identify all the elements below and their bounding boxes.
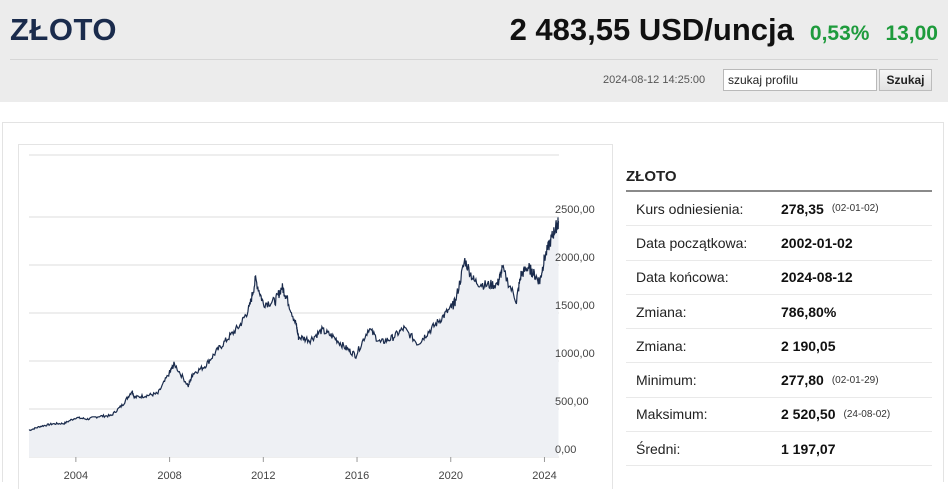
y-tick-label: 2000,00 <box>555 252 595 264</box>
info-label: Średni: <box>636 440 681 457</box>
info-value: 2002-01-02 <box>781 234 853 251</box>
current-price: 2 483,55 USD/uncja <box>509 12 794 47</box>
info-label: Data początkowa: <box>636 234 748 251</box>
info-row: Data początkowa: 2002-01-02 <box>626 226 932 261</box>
info-row: Data końcowa: 2024-08-12 <box>626 261 932 295</box>
info-date: (02-01-29) <box>831 374 879 386</box>
info-row: Kurs odniesienia: 278,35 (02-01-02) <box>626 192 932 227</box>
x-tick-label: 2024 <box>532 470 556 482</box>
info-value: 278,35 <box>781 200 824 217</box>
info-label: Minimum: <box>636 372 697 389</box>
y-tick-label: 0,00 <box>555 444 576 456</box>
info-value: 2 190,05 <box>781 337 836 354</box>
change-percent: 0,53% <box>809 22 870 45</box>
change-value: 13,00 <box>885 22 938 45</box>
search-input[interactable] <box>723 69 877 91</box>
y-tick-label: 500,00 <box>555 396 589 408</box>
info-label: Zmiana: <box>636 303 687 320</box>
y-tick-label: 1000,00 <box>555 348 595 360</box>
info-panel: ZŁOTO Kurs odniesienia: 278,35 (02-01-02… <box>626 165 932 467</box>
y-tick-label: 1500,00 <box>555 300 595 312</box>
chart-svg: 0,00 500,00 1000,00 1500,00 2000,00 2500,00 2… <box>28 154 595 482</box>
x-tick-label: 2004 <box>64 470 88 482</box>
header-divider <box>10 59 938 60</box>
x-tick-label: 2020 <box>439 470 463 482</box>
x-axis-labels: 2004 2008 2012 2016 2020 2024 <box>64 457 557 482</box>
asset-name: ZŁOTO <box>10 12 117 47</box>
info-panel-title: ZŁOTO <box>626 165 932 192</box>
info-date: (02-01-02) <box>831 203 879 215</box>
top-bar: ZŁOTO 2 483,55 USD/uncja 0,53% 13,00 202… <box>0 0 948 102</box>
chart-price-line <box>28 217 560 432</box>
quote-summary: 2 483,55 USD/uncja 0,53% 13,00 <box>510 12 938 48</box>
x-tick-label: 2012 <box>251 470 275 482</box>
info-row: Minimum: 277,80 (02-01-29) <box>626 363 932 398</box>
x-tick-label: 2008 <box>157 470 181 482</box>
timestamp: 2024-08-12 14:25:00 <box>603 74 706 86</box>
info-label: Zmiana: <box>636 337 687 354</box>
info-row: Maksimum: 2 520,50 (24-08-02) <box>626 398 932 433</box>
main-content: 0,00 500,00 1000,00 1500,00 2000,00 2500,00 2… <box>2 122 944 489</box>
info-label: Kurs odniesienia: <box>636 200 744 217</box>
info-value: 786,80% <box>781 303 837 320</box>
info-value: 2024-08-12 <box>781 269 853 286</box>
y-axis-labels: 0,00 500,00 1000,00 1500,00 2000,00 2500,00 <box>555 204 595 456</box>
info-label: Data końcowa: <box>636 269 729 286</box>
info-label: Maksimum: <box>636 406 708 423</box>
info-row: Zmiana: 2 190,05 <box>626 329 932 364</box>
search-button[interactable]: Szukaj <box>879 69 932 91</box>
info-date: (24-08-02) <box>843 408 891 420</box>
info-value: 277,80 <box>781 372 824 389</box>
y-tick-label: 2500,00 <box>555 204 595 216</box>
price-chart[interactable]: 0,00 500,00 1000,00 1500,00 2000,00 2500,00 2… <box>18 144 613 489</box>
chart-area-fill <box>29 217 559 457</box>
info-value: 1 197,07 <box>781 440 836 457</box>
info-value: 2 520,50 <box>781 406 836 423</box>
x-tick-label: 2016 <box>345 470 369 482</box>
info-row: Średni: 1 197,07 <box>626 432 932 467</box>
info-row: Zmiana: 786,80% <box>626 295 932 330</box>
